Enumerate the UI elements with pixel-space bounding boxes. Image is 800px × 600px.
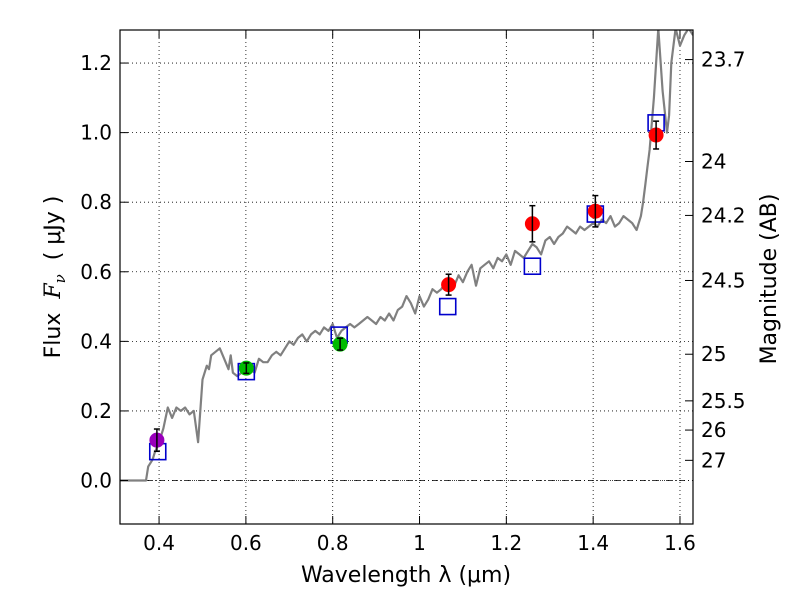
y-axis-label-symbol: F [41, 283, 66, 300]
x-tick-label: 1 [413, 531, 426, 555]
magnitude-tick-label: 24 [701, 150, 726, 174]
plot-frame [119, 29, 694, 525]
x-tick-label: 0.8 [317, 531, 349, 555]
y-axis-label-suffix: ( μJy ) [41, 196, 66, 275]
y-tick-label: 0.4 [80, 329, 112, 353]
sed-curve-group [120, 30, 693, 482]
model-point [438, 297, 457, 316]
y-tick-label: 0.0 [80, 469, 112, 493]
magnitude-tick-label: 24.2 [701, 203, 746, 227]
y-tick-label: 0.6 [80, 260, 112, 284]
magnitude-tick-label: 23.7 [701, 48, 746, 72]
y-tick-label: 0.2 [80, 399, 112, 423]
plot-area [120, 30, 693, 524]
magnitude-tick-label: 25 [701, 342, 726, 366]
y-axis-label: Flux Fν ( μJy ) [41, 196, 69, 359]
model-point [523, 257, 542, 276]
magnitude-tick-label: 24.5 [701, 268, 746, 292]
y-axis-label-prefix: Flux [41, 299, 66, 359]
magnitude-tick-label: 26 [701, 418, 726, 442]
magnitude-tick-label: 25.5 [701, 389, 746, 413]
right-magnitude-ticks: 23.7 24 24.2 24.5 25 25.5 26 27 [685, 48, 746, 472]
data-markers [148, 114, 665, 461]
x-tick-label: 1.6 [664, 531, 696, 555]
x-axis-label: Wavelength λ (μm) [301, 563, 511, 588]
y-ticks: 0.0 0.2 0.4 0.6 0.8 1.0 1.2 [80, 51, 128, 493]
y-tick-label: 1.0 [80, 121, 112, 145]
sed-template-line [120, 30, 693, 482]
right-axis-label: Magnitude (AB) [757, 194, 782, 365]
x-tick-label: 1.4 [577, 531, 609, 555]
x-tick-label: 1.2 [490, 531, 522, 555]
y-axis-label-subscript: ν [51, 274, 69, 283]
magnitude-tick-label: 27 [701, 448, 726, 472]
x-tick-label: 0.4 [143, 531, 175, 555]
x-tick-label: 0.6 [230, 531, 262, 555]
x-ticks: 0.4 0.6 0.8 1 1.2 1.4 1.6 [143, 30, 696, 555]
y-tick-label: 1.2 [80, 51, 112, 75]
y-tick-label: 0.8 [80, 190, 112, 214]
